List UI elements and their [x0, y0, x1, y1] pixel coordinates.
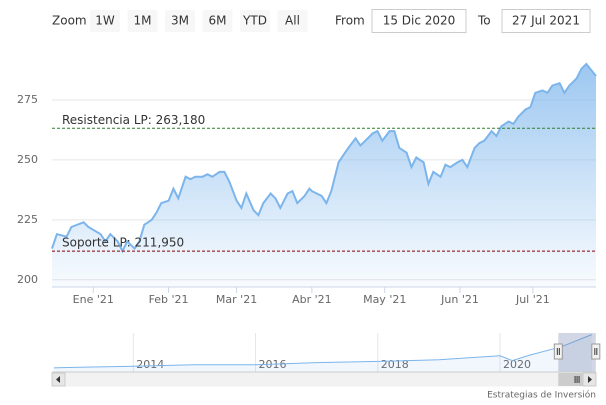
navigator-tick-label: 2020: [503, 358, 531, 371]
zoom-button[interactable]: [127, 10, 158, 32]
zoom-button-label[interactable]: 1M: [134, 14, 152, 28]
x-tick-label: May '21: [363, 293, 406, 306]
plot-line-label: Soporte LP: 211,950: [62, 236, 184, 250]
navigator-selection[interactable]: [558, 333, 596, 372]
x-tick-label: Feb '21: [149, 293, 189, 306]
y-tick-label: 275: [17, 93, 38, 106]
from-value[interactable]: 15 Dic 2020: [383, 14, 456, 28]
zoom-button[interactable]: [165, 10, 195, 32]
zoom-button[interactable]: [202, 10, 233, 32]
navigator-area: [53, 334, 592, 372]
to-input[interactable]: [501, 9, 591, 33]
zoom-button[interactable]: [277, 10, 308, 32]
zoom-button-label[interactable]: YTD: [242, 14, 267, 28]
from-input[interactable]: [371, 9, 467, 33]
zoom-button[interactable]: [240, 10, 270, 32]
y-tick-label: 250: [17, 153, 38, 166]
zoom-label: Zoom: [52, 14, 87, 28]
to-value[interactable]: 27 Jul 2021: [512, 14, 580, 28]
price-line: [51, 62, 597, 254]
x-tick-label: Jul '21: [515, 293, 550, 306]
from-label: From: [335, 14, 365, 28]
y-tick-label: 225: [17, 213, 38, 226]
x-tick-label: Jun '21: [440, 293, 479, 306]
area-fill: [52, 64, 596, 287]
scroll-left-arrow: [56, 376, 60, 383]
navigator-handle[interactable]: [591, 343, 601, 360]
zoom-button-label[interactable]: All: [285, 14, 300, 28]
to-label: To: [477, 14, 491, 28]
zoom-button-label[interactable]: 3M: [171, 14, 189, 28]
navigator-tick-label: 2014: [136, 358, 164, 371]
credits: Estrategias de Inversión: [487, 390, 596, 401]
navigator-handle[interactable]: [553, 343, 563, 360]
y-tick-label: 200: [17, 273, 38, 286]
navigator-line: [53, 334, 592, 369]
zoom-button-label[interactable]: 1W: [95, 14, 115, 28]
scrollbar-track: [51, 372, 597, 387]
zoom-button-label[interactable]: 6M: [209, 14, 227, 28]
scroll-right-arrow: [588, 376, 592, 383]
plot-line-label: Resistencia LP: 263,180: [62, 113, 205, 127]
zoom-button[interactable]: [90, 10, 120, 32]
x-tick-label: Ene '21: [73, 293, 114, 306]
x-tick-label: Abr '21: [292, 293, 332, 306]
x-tick-label: Mar '21: [216, 293, 257, 306]
